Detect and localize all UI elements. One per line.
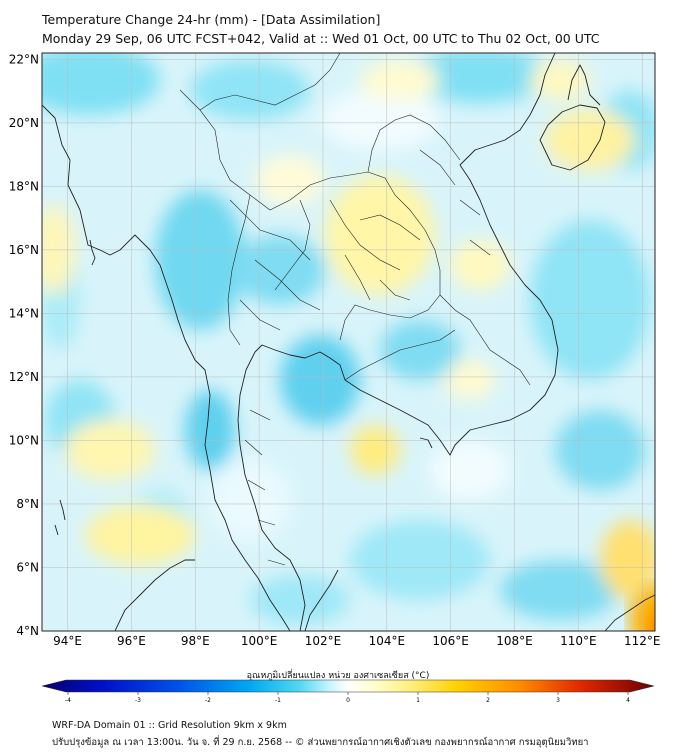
lat-tick-label: 18°N xyxy=(9,179,39,193)
lat-tick-label: 12°N xyxy=(9,370,39,384)
longitude-labels: 94°E 96°E 98°E 100°E 102°E 104°E 106°E 108°E 110… xyxy=(53,634,660,648)
colorbar-tick-label: -1 xyxy=(275,697,281,704)
colorbar-tick-label: 0 xyxy=(346,697,350,704)
colorbar-tick-label: -2 xyxy=(205,697,211,704)
colorbar-bar xyxy=(41,679,655,693)
lat-tick-label: 4°N xyxy=(16,624,39,638)
gridlines xyxy=(42,53,655,631)
lat-tick-label: 20°N xyxy=(9,116,39,130)
colorbar-tick-label: 1 xyxy=(416,697,420,704)
coastlines xyxy=(42,53,655,631)
lon-tick-label: 108°E xyxy=(496,634,533,648)
lon-tick-label: 102°E xyxy=(305,634,342,648)
colorbar-tick-label: -3 xyxy=(135,697,141,704)
lon-tick-label: 112°E xyxy=(624,634,661,648)
lat-tick-label: 10°N xyxy=(9,433,39,447)
latitude-labels: 22°N 20°N 18°N 16°N 14°N 12°N 10°N 8°N 6°N 4°N xyxy=(9,52,39,638)
lon-tick-label: 106°E xyxy=(432,634,469,648)
lon-tick-label: 96°E xyxy=(117,634,146,648)
colorbar: -4 -3 -2 -1 0 1 2 3 4 xyxy=(41,679,655,704)
lat-tick-label: 8°N xyxy=(16,497,39,511)
colorbar-tick-label: 2 xyxy=(486,697,490,704)
lat-tick-label: 22°N xyxy=(9,52,39,66)
lon-tick-label: 110°E xyxy=(560,634,597,648)
lon-tick-label: 94°E xyxy=(53,634,82,648)
colorbar-tick-label: 4 xyxy=(626,697,630,704)
chart-subtitle: Monday 29 Sep, 06 UTC FCST+042, Valid at… xyxy=(42,31,600,46)
footer-line-2: ปรับปรุงข้อมูล ณ เวลา 13:00น. วัน จ. ที่… xyxy=(52,737,589,748)
map-frame xyxy=(41,52,656,632)
footer-line-1: WRF-DA Domain 01 :: Grid Resolution 9km … xyxy=(52,720,287,731)
lat-tick-label: 6°N xyxy=(16,560,39,574)
lon-tick-label: 98°E xyxy=(181,634,210,648)
colorbar-title: อุณหภูมิเปลี่ยนแปลง หน่วย องศาเซลเซียส (… xyxy=(246,671,430,681)
colorbar-tick-label: 3 xyxy=(556,697,560,704)
temperature-field xyxy=(42,53,655,631)
country-borders xyxy=(179,53,531,566)
lon-tick-label: 104°E xyxy=(369,634,406,648)
colorbar-tick-label: -4 xyxy=(65,697,71,704)
chart-title: Temperature Change 24-hr (mm) - [Data As… xyxy=(42,12,381,27)
lon-tick-label: 100°E xyxy=(241,634,278,648)
lat-tick-label: 16°N xyxy=(9,243,39,257)
lat-tick-label: 14°N xyxy=(9,306,39,320)
